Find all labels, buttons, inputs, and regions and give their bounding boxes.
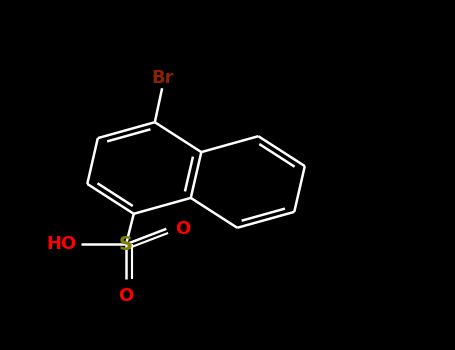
Text: Br: Br (151, 69, 173, 86)
Text: HO: HO (46, 235, 77, 253)
Text: S: S (119, 235, 133, 254)
Text: O: O (175, 220, 191, 238)
Text: O: O (118, 287, 134, 305)
